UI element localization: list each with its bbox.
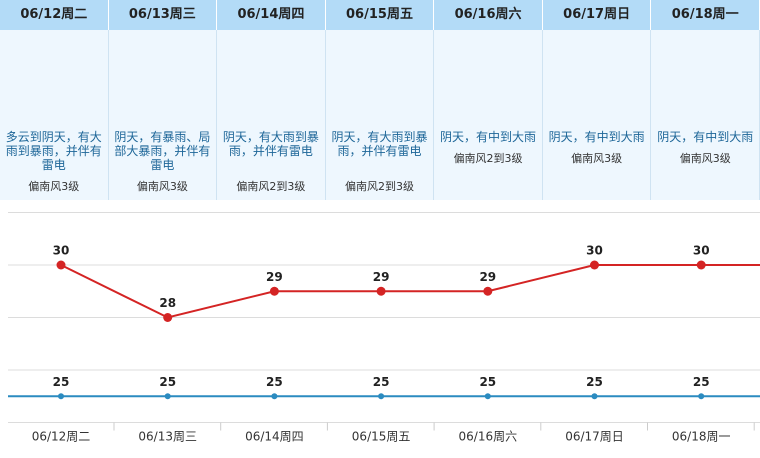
data-label: 30 [693,244,710,258]
x-tick-label: 06/18周一 [672,430,731,444]
x-tick-label: 06/14周四 [245,430,304,444]
point [698,393,705,400]
data-label: 25 [373,375,390,389]
data-label: 30 [586,244,603,258]
forecast-wind: 偏南风3级 [136,180,188,193]
forecast-desc: 阴天，有中到大雨 [440,130,537,144]
forecast-wind: 偏南风3级 [571,152,623,165]
forecast-card: 阴天，有大雨到暴雨，并伴有雷电偏南风2到3级 [325,30,435,200]
point [58,393,64,400]
forecast-desc: 多云到阴天，有大雨到暴雨，并伴有雷电 [5,130,102,172]
forecast-card: 阴天，有大雨到暴雨，并伴有雷电偏南风2到3级 [217,30,326,200]
day-header: 06/14周四 [217,0,326,30]
point [483,286,493,296]
point [378,393,385,400]
point [696,260,706,270]
forecast-wind: 偏南风3级 [28,180,80,193]
x-tick-label: 06/16周六 [459,430,518,444]
forecast-card: 阴天，有中到大雨 偏南风3级 [542,30,652,200]
forecast-card: 阴天，有中到大雨 偏南风2到3级 [434,30,543,200]
forecast-wind: 偏南风3级 [679,152,731,165]
point [591,393,598,400]
forecast-desc: 阴天，有大雨到暴雨，并伴有雷电 [222,130,319,158]
forecast-desc: 阴天，有大雨到暴雨，并伴有雷电 [331,130,428,158]
data-label: 25 [693,375,710,389]
data-label: 29 [266,270,283,284]
point [269,286,279,296]
forecast-wind: 偏南风2到3级 [236,180,306,193]
day-header: 06/18周一 [651,0,760,30]
x-tick-label: 06/17周日 [565,430,624,444]
point [163,313,173,322]
point [271,393,278,400]
data-label: 29 [479,270,496,284]
day-header: 06/12周二 [0,0,109,30]
forecast-wind: 偏南风2到3级 [344,180,414,193]
x-tick-label: 06/12周二 [32,430,91,444]
forecast-card: 阴天，有暴雨、局部大暴雨，并伴有雷电偏南风3级 [108,30,218,200]
data-label: 25 [586,375,603,389]
data-label: 29 [373,270,390,284]
point [164,393,171,400]
point [484,393,491,400]
data-label: 28 [159,296,176,310]
forecast-desc: 阴天，有中到大雨 [657,130,754,144]
point [56,260,66,270]
day-header: 06/16周六 [434,0,543,30]
day-header: 06/15周五 [325,0,435,30]
forecast-desc: 阴天，有中到大雨 [548,130,645,144]
forecast-wind: 偏南风2到3级 [453,152,523,165]
forecast-card: 多云到阴天，有大雨到暴雨，并伴有雷电偏南风3级 [0,30,109,200]
x-tick-label: 06/15周五 [352,430,411,444]
x-tick-label: 06/13周三 [138,430,197,444]
data-label: 25 [479,375,496,389]
data-label: 25 [159,375,176,389]
forecast-card: 阴天，有中到大雨 偏南风3级 [651,30,760,200]
forecast-desc: 阴天，有暴雨、局部大暴雨，并伴有雷电 [114,130,211,172]
day-header: 06/13周三 [108,0,218,30]
day-header: 06/17周日 [542,0,652,30]
data-label: 25 [53,375,70,389]
point [376,286,386,296]
point [590,260,599,270]
data-label: 25 [266,375,283,389]
data-label: 30 [53,244,70,258]
